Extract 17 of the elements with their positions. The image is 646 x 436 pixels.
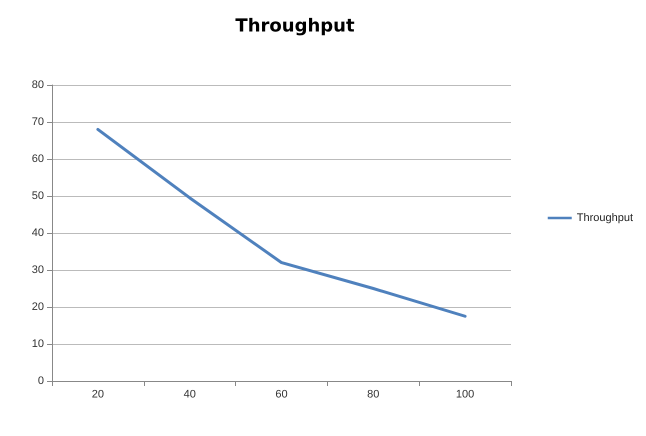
- x-tick-label: 20: [92, 388, 104, 400]
- y-tick-label: 50: [32, 190, 44, 202]
- y-tick-label: 40: [32, 227, 44, 239]
- y-tick-label: 10: [32, 338, 44, 350]
- y-tick-label: 0: [38, 375, 44, 387]
- legend-label: Throughput: [576, 212, 634, 224]
- x-tick-label: 40: [184, 388, 196, 400]
- y-tick-label: 20: [32, 301, 44, 313]
- y-tick-label: 30: [32, 264, 44, 276]
- x-tick-label: 100: [456, 388, 474, 400]
- y-tick-label: 60: [32, 153, 44, 165]
- x-tick-label: 60: [275, 388, 288, 400]
- x-tick-label: 80: [367, 388, 380, 400]
- y-tick-label: 80: [32, 79, 44, 91]
- y-tick-label: 70: [32, 116, 44, 128]
- chart-title: Throughput: [235, 16, 355, 36]
- line-series: [96, 128, 467, 318]
